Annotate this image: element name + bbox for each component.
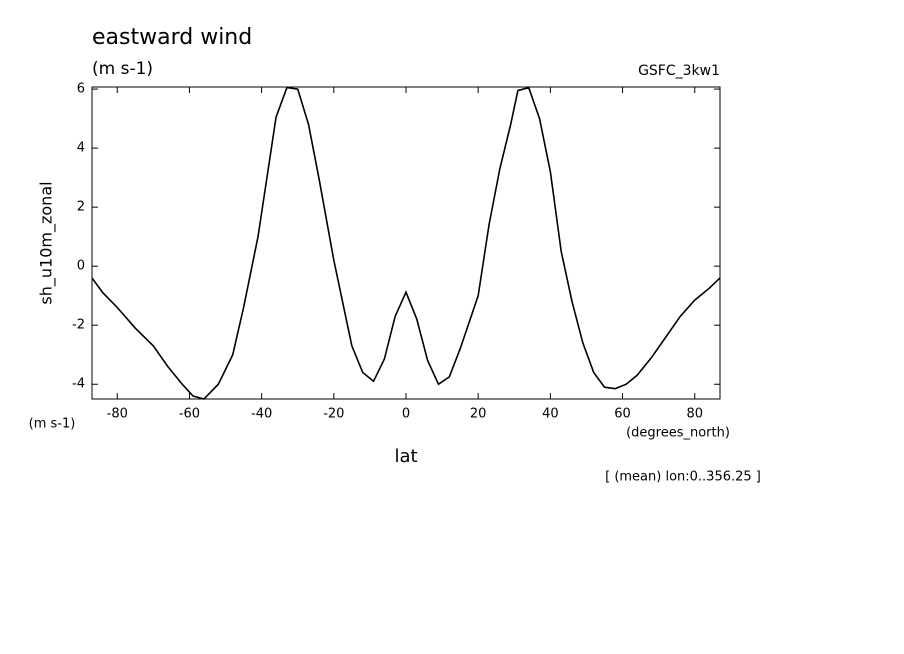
source-label: GSFC_3kw1 [638, 63, 720, 79]
x-tick-label: 40 [542, 407, 559, 422]
y-tick-label: 4 [77, 141, 85, 156]
x-tick-label: 0 [402, 407, 410, 422]
line-series [91, 86, 721, 400]
chart-subtitle: (m s-1) [92, 59, 153, 79]
y-unit: (m s-1) [29, 417, 76, 432]
note: [ (mean) lon:0..356.25 ] [605, 470, 761, 485]
x-tick-label: -60 [179, 407, 200, 422]
x-tick-label: -40 [251, 407, 272, 422]
y-tick-label: 6 [77, 82, 85, 97]
plot-frame [91, 86, 721, 400]
y-axis-label: sh_u10m_zonal [37, 181, 57, 304]
x-axis-label: lat [394, 446, 417, 467]
x-tick-label: 60 [614, 407, 631, 422]
chart-title: eastward wind [92, 25, 252, 50]
x-unit: (degrees_north) [626, 426, 730, 441]
y-tick-label: 0 [77, 259, 85, 274]
x-tick-label: 80 [686, 407, 703, 422]
y-tick-label: -2 [72, 318, 85, 333]
x-tick-label: -80 [107, 407, 128, 422]
y-tick-label: -4 [72, 377, 85, 392]
y-tick-label: 2 [77, 200, 85, 215]
x-tick-label: 20 [470, 407, 487, 422]
x-tick-label: -20 [323, 407, 344, 422]
